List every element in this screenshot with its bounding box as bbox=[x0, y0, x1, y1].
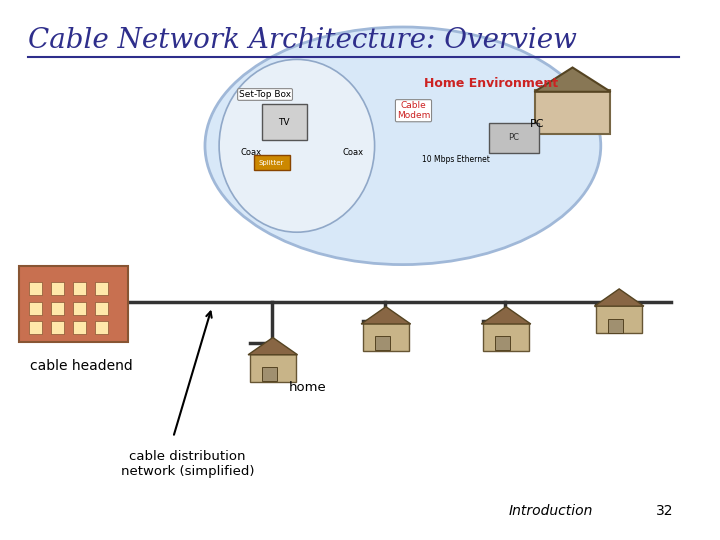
Polygon shape bbox=[482, 307, 531, 324]
FancyBboxPatch shape bbox=[495, 336, 510, 350]
Ellipse shape bbox=[205, 27, 600, 265]
FancyBboxPatch shape bbox=[95, 282, 108, 295]
FancyBboxPatch shape bbox=[363, 323, 409, 351]
FancyBboxPatch shape bbox=[95, 321, 108, 334]
FancyBboxPatch shape bbox=[51, 302, 64, 315]
Text: cable distribution
network (simplified): cable distribution network (simplified) bbox=[120, 450, 254, 478]
Ellipse shape bbox=[219, 59, 374, 232]
FancyBboxPatch shape bbox=[374, 336, 390, 350]
FancyBboxPatch shape bbox=[19, 266, 128, 342]
Text: home: home bbox=[289, 381, 326, 394]
Text: Cable
Modem: Cable Modem bbox=[397, 101, 430, 120]
Text: 10 Mbps Ethernet: 10 Mbps Ethernet bbox=[422, 155, 490, 164]
Text: PC: PC bbox=[530, 119, 544, 129]
FancyBboxPatch shape bbox=[608, 319, 624, 333]
Text: Home Environment: Home Environment bbox=[424, 77, 558, 90]
FancyBboxPatch shape bbox=[482, 323, 529, 351]
FancyBboxPatch shape bbox=[261, 104, 307, 140]
FancyBboxPatch shape bbox=[51, 321, 64, 334]
FancyBboxPatch shape bbox=[29, 302, 42, 315]
FancyBboxPatch shape bbox=[596, 305, 642, 333]
FancyBboxPatch shape bbox=[29, 282, 42, 295]
FancyBboxPatch shape bbox=[535, 90, 610, 134]
FancyBboxPatch shape bbox=[261, 367, 277, 381]
FancyBboxPatch shape bbox=[253, 155, 289, 170]
Text: PC: PC bbox=[508, 133, 519, 142]
FancyBboxPatch shape bbox=[95, 302, 108, 315]
Text: Set-Top Box: Set-Top Box bbox=[239, 90, 291, 99]
FancyBboxPatch shape bbox=[51, 282, 64, 295]
Text: cable headend: cable headend bbox=[30, 359, 132, 373]
Polygon shape bbox=[248, 338, 297, 355]
Text: Cable Network Architecture: Overview: Cable Network Architecture: Overview bbox=[28, 27, 577, 54]
Text: Splitter: Splitter bbox=[258, 159, 284, 166]
FancyBboxPatch shape bbox=[73, 302, 86, 315]
FancyBboxPatch shape bbox=[250, 354, 296, 382]
Polygon shape bbox=[534, 68, 611, 92]
Text: Coax: Coax bbox=[343, 148, 364, 157]
Text: Introduction: Introduction bbox=[509, 504, 593, 518]
Polygon shape bbox=[361, 307, 410, 324]
Text: Coax: Coax bbox=[240, 148, 261, 157]
Polygon shape bbox=[595, 289, 644, 306]
Text: TV: TV bbox=[279, 118, 290, 126]
FancyBboxPatch shape bbox=[73, 282, 86, 295]
FancyBboxPatch shape bbox=[73, 321, 86, 334]
FancyBboxPatch shape bbox=[489, 123, 539, 153]
Text: 32: 32 bbox=[656, 504, 673, 518]
FancyBboxPatch shape bbox=[29, 321, 42, 334]
